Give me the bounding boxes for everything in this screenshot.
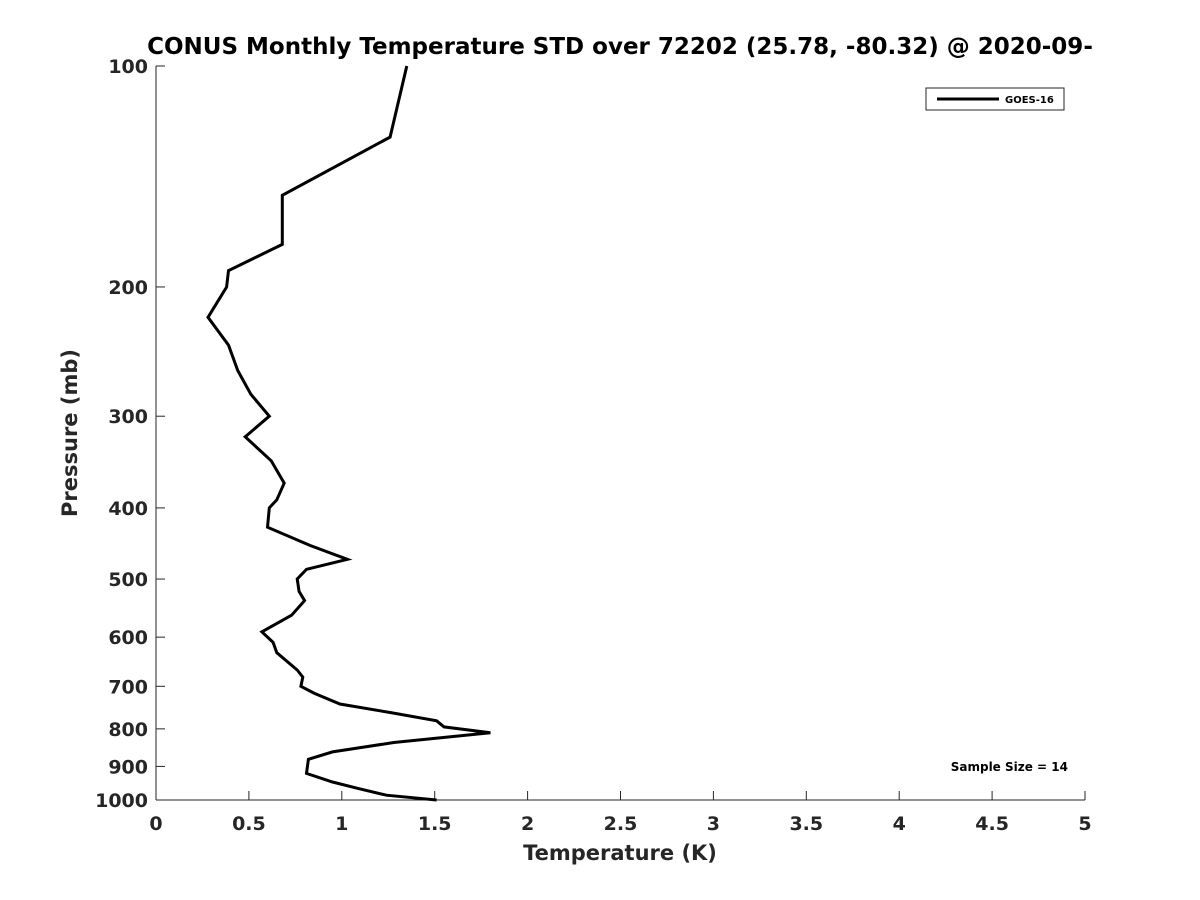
x-tick-label: 5 — [1078, 813, 1091, 835]
y-tick-label: 500 — [108, 569, 148, 591]
y-tick-label: 900 — [108, 756, 148, 778]
x-tick-label: 3.5 — [789, 813, 823, 835]
x-tick-label: 2 — [521, 813, 534, 835]
y-tick-label: 600 — [108, 627, 148, 649]
x-tick-label: 3 — [707, 813, 720, 835]
sample-size-annotation: Sample Size = 14 — [951, 760, 1068, 774]
y-tick-label: 200 — [108, 277, 148, 299]
x-tick-label: 1.5 — [418, 813, 452, 835]
series-line-goes-16 — [206, 65, 491, 802]
x-tick-label: 4.5 — [975, 813, 1009, 835]
y-tick-label: 800 — [108, 719, 148, 741]
x-tick-label: 0 — [149, 813, 162, 835]
chart-title: CONUS Monthly Temperature STD over 72202… — [147, 34, 1093, 60]
x-axis: 0 0.5 1 1.5 2 2.5 3 3.5 4 4.5 5 — [149, 791, 1092, 835]
x-tick-label: 0.5 — [232, 813, 266, 835]
x-tick-label: 2.5 — [604, 813, 638, 835]
plot-area — [155, 66, 1085, 801]
y-axis-label: Pressure (mb) — [58, 349, 82, 517]
series-layer — [206, 65, 491, 802]
y-axis: 100 200 300 400 500 600 700 800 900 1000 — [95, 56, 165, 812]
y-tick-label: 300 — [108, 406, 148, 428]
y-tick-label: 700 — [108, 676, 148, 698]
x-tick-label: 4 — [893, 813, 906, 835]
x-axis-label: Temperature (K) — [523, 841, 717, 865]
y-tick-label: 1000 — [95, 790, 148, 812]
x-tick-label: 1 — [335, 813, 348, 835]
y-tick-label: 100 — [108, 56, 148, 78]
legend: GOES-16 — [925, 87, 1065, 111]
legend-label-goes-16: GOES-16 — [1005, 95, 1054, 106]
y-tick-label: 400 — [108, 498, 148, 520]
